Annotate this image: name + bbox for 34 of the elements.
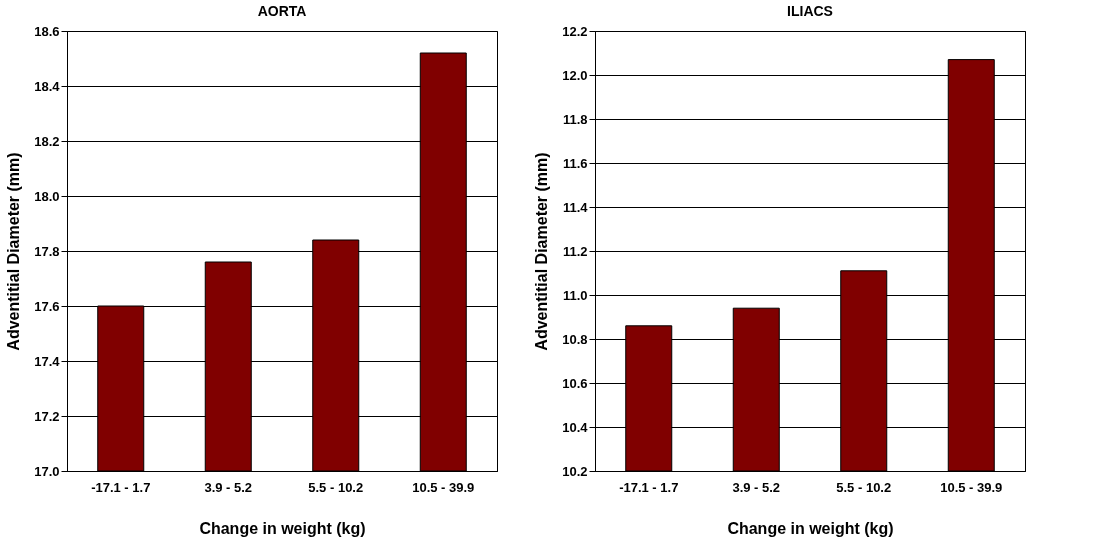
y-tick-label: 12.2 [562, 23, 588, 39]
y-tick-label: 17.8 [34, 243, 60, 259]
y-tick-label: 11.6 [562, 155, 588, 171]
y-tick-label: 18.2 [34, 133, 60, 149]
y-axis-title: Adventitial Diameter (mm) [533, 152, 551, 351]
y-tick-label: 11.8 [562, 111, 588, 127]
y-tick-label: 17.2 [34, 408, 60, 424]
x-axis-title: Change in weight (kg) [199, 519, 366, 537]
y-tick-label: 10.4 [562, 419, 589, 435]
x-tick-label: 10.5 - 39.9 [412, 479, 475, 495]
chart-title: AORTA [257, 3, 307, 19]
y-tick-label: 12.0 [562, 67, 588, 83]
y-tick-label: 11.4 [562, 199, 589, 215]
y-tick-label: 11.0 [562, 287, 588, 303]
x-tick-label: 3.9 - 5.2 [732, 479, 781, 495]
x-tick-label: -17.1 - 1.7 [91, 479, 151, 495]
y-tick-label: 10.2 [562, 463, 588, 479]
y-tick-label: 17.6 [34, 298, 60, 314]
x-tick-label: 5.5 - 10.2 [836, 479, 892, 495]
y-tick-label: 10.6 [562, 375, 588, 391]
y-tick-label: 18.4 [34, 78, 61, 94]
x-axis-title: Change in weight (kg) [727, 519, 894, 537]
x-tick-label: 5.5 - 10.2 [308, 479, 364, 495]
x-tick-label: 10.5 - 39.9 [940, 479, 1003, 495]
y-tick-label: 10.8 [562, 331, 588, 347]
y-tick-label: 17.0 [34, 463, 60, 479]
x-tick-label: -17.1 - 1.7 [619, 479, 679, 495]
y-tick-label: 17.4 [34, 353, 61, 369]
y-tick-label: 18.6 [34, 23, 60, 39]
y-axis-title: Adventitial Diameter (mm) [5, 152, 23, 351]
chart-title: ILIACS [787, 3, 833, 19]
y-tick-label: 11.2 [562, 243, 588, 259]
x-tick-label: 3.9 - 5.2 [204, 479, 253, 495]
y-tick-label: 18.0 [34, 188, 60, 204]
